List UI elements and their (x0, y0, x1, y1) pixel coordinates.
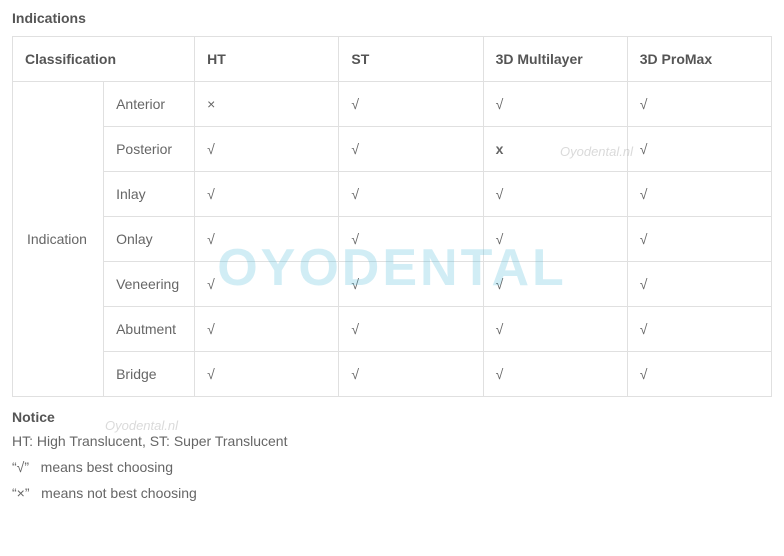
table-row: Onlay√√√√ (13, 217, 772, 262)
notice-line-1: “√” means best choosing (12, 459, 772, 475)
table-row: Veneering√√√√ (13, 262, 772, 307)
header-col-2: 3D Multilayer (483, 37, 627, 82)
notice-title: Notice (12, 409, 772, 425)
cell-value: √ (483, 172, 627, 217)
cell-value: √ (627, 262, 771, 307)
cell-value: √ (339, 262, 483, 307)
header-col-3: 3D ProMax (627, 37, 771, 82)
cell-value: √ (339, 82, 483, 127)
cell-value: √ (627, 352, 771, 397)
cell-value: √ (483, 352, 627, 397)
row-label: Anterior (104, 82, 195, 127)
header-col-0: HT (195, 37, 339, 82)
cell-value: × (195, 82, 339, 127)
cell-value: √ (195, 127, 339, 172)
cell-value: √ (483, 262, 627, 307)
cell-value: √ (339, 217, 483, 262)
cell-value: √ (627, 172, 771, 217)
row-label: Bridge (104, 352, 195, 397)
row-label: Posterior (104, 127, 195, 172)
header-classification: Classification (13, 37, 195, 82)
notice-line-0: HT: High Translucent, ST: Super Transluc… (12, 433, 772, 449)
table-row: Bridge√√√√ (13, 352, 772, 397)
table-row: Inlay√√√√ (13, 172, 772, 217)
cell-value: √ (483, 307, 627, 352)
cell-value: √ (483, 82, 627, 127)
indications-table: Classification HT ST 3D Multilayer 3D Pr… (12, 36, 772, 397)
table-row: Posterior√√x√ (13, 127, 772, 172)
cell-value: √ (339, 172, 483, 217)
cell-value: √ (483, 217, 627, 262)
cell-value: √ (195, 352, 339, 397)
cell-value: √ (195, 262, 339, 307)
row-label: Abutment (104, 307, 195, 352)
cell-value: √ (627, 127, 771, 172)
notice-line-2: “×” means not best choosing (12, 485, 772, 501)
row-label: Onlay (104, 217, 195, 262)
cell-value: √ (339, 307, 483, 352)
cell-value: √ (195, 217, 339, 262)
cell-value: √ (627, 82, 771, 127)
cell-value: √ (339, 127, 483, 172)
table-row: IndicationAnterior×√√√ (13, 82, 772, 127)
row-group-label: Indication (13, 82, 104, 397)
section-title-indications: Indications (12, 10, 772, 26)
row-label: Inlay (104, 172, 195, 217)
cell-value: √ (627, 217, 771, 262)
cell-value: √ (195, 307, 339, 352)
cell-value: x (483, 127, 627, 172)
cell-value: √ (627, 307, 771, 352)
notice-section: Notice HT: High Translucent, ST: Super T… (12, 409, 772, 501)
row-label: Veneering (104, 262, 195, 307)
header-col-1: ST (339, 37, 483, 82)
cell-value: √ (339, 352, 483, 397)
cell-value: √ (195, 172, 339, 217)
table-row: Abutment√√√√ (13, 307, 772, 352)
